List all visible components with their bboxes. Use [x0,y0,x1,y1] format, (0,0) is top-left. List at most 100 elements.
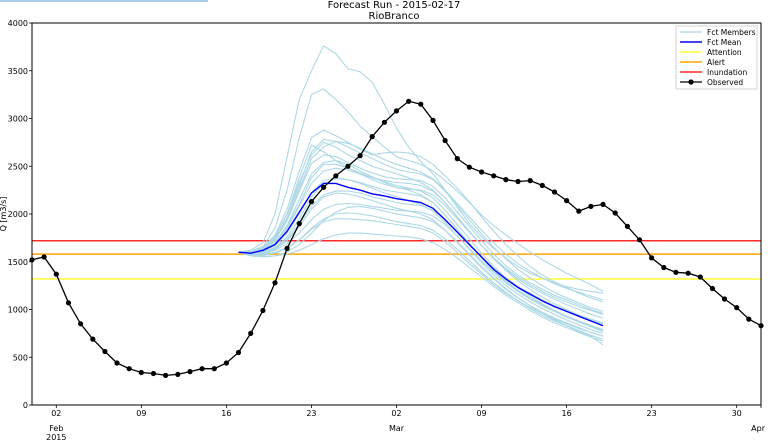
chart-title: Forecast Run - 2015-02-17 [328,0,461,11]
member-line-13 [238,167,604,315]
legend-label: Attention [707,48,742,57]
observed-point [746,316,752,322]
observed-point [527,178,533,184]
member-line-15 [238,202,604,331]
member-line-12 [238,138,604,312]
member-line-4 [238,141,604,325]
observed-point [235,349,242,356]
y-tick-label: 2000 [8,210,28,219]
observed-point [466,164,472,170]
y-tick-label: 4000 [8,19,28,28]
legend-label: Fct Members [707,28,756,37]
observed-point [624,223,631,229]
mean-line [238,182,604,327]
x-tick-sublabel: 2015 [46,433,66,440]
observed-point [393,108,400,114]
member-line-3 [238,129,604,303]
observed-point [697,274,703,280]
x-tick-sublabel: Feb [49,424,63,433]
y-tick-label: 1500 [8,258,28,267]
observed-point [357,153,363,159]
observed-point [65,300,72,306]
observed-point [163,372,169,378]
x-tick-label: 09 [136,409,146,418]
observed-point [564,198,570,204]
legend-box [675,25,758,90]
observed-point [709,285,716,292]
observed-point [321,184,327,190]
observed-point [576,208,582,214]
x-tick-label: 16 [221,409,231,418]
observed-point [515,178,521,185]
observed-point [600,201,606,207]
legend-label: Alert [707,58,725,67]
y-tick-label: 500 [13,353,28,362]
x-tick-label: 02 [391,409,401,418]
observed-series [29,98,764,378]
member-line-6 [238,177,604,334]
observed-point [150,370,157,377]
observed-point [90,336,96,342]
observed-point [41,254,47,260]
member-line-16 [238,144,604,319]
x-tick-label: 23 [647,409,657,418]
member-line-18 [238,218,604,337]
observed-point [661,264,667,271]
observed-point [284,245,290,251]
observed-point [138,369,144,376]
x-tick-label: 02 [51,409,61,418]
member-line-9 [238,232,604,342]
y-tick-label: 0 [23,401,28,410]
observed-point [649,255,655,261]
observed-point [126,366,132,372]
observed-point [345,163,351,169]
legend-label: Fct Mean [707,38,741,47]
x-tick-sublabel: Apr [751,424,766,433]
x-tick-label: 16 [562,409,572,418]
observed-point [53,271,59,277]
observed-point [442,137,448,144]
x-tick-label: 09 [476,409,486,418]
observed-point [734,305,740,311]
member-line-7 [238,192,604,337]
observed-point [454,156,460,162]
y-axis: 0 500 1000 1500 2000 2500 3000 3500 4000 [8,19,32,410]
member-line-20 [238,154,604,314]
chart-subtitle: RioBranco [369,11,420,22]
y-tick-label: 3000 [8,115,28,124]
forecast-mean [238,182,604,327]
forecast-members [238,45,604,346]
legend-label: Observed [707,78,743,87]
observed-point [406,98,412,104]
y-axis-label: Q [m3/s] [0,197,8,232]
observed-point [721,296,728,302]
observed-point [588,203,594,209]
observed-point [78,321,84,327]
legend-label: Inundation [707,68,747,77]
top-bar-decoration [0,0,208,2]
observed-point [296,221,302,227]
observed-point [175,371,181,377]
observed-point [223,360,229,366]
member-line-2 [238,88,604,292]
observed-point [187,369,193,375]
observed-point [636,237,643,243]
observed-point [673,269,679,275]
observed-point [308,199,315,205]
observed-point [430,117,436,123]
legend-marker [688,79,694,85]
observed-point [211,366,217,372]
x-tick-label: 23 [306,409,316,418]
x-tick-label: 30 [732,409,742,418]
observed-point [503,177,509,183]
observed-point [114,360,120,366]
observed-point [333,173,339,179]
observed-point [381,119,387,125]
observed-point [418,101,424,107]
observed-point [479,169,485,175]
observed-point [369,134,375,140]
y-tick-label: 3500 [8,67,28,76]
